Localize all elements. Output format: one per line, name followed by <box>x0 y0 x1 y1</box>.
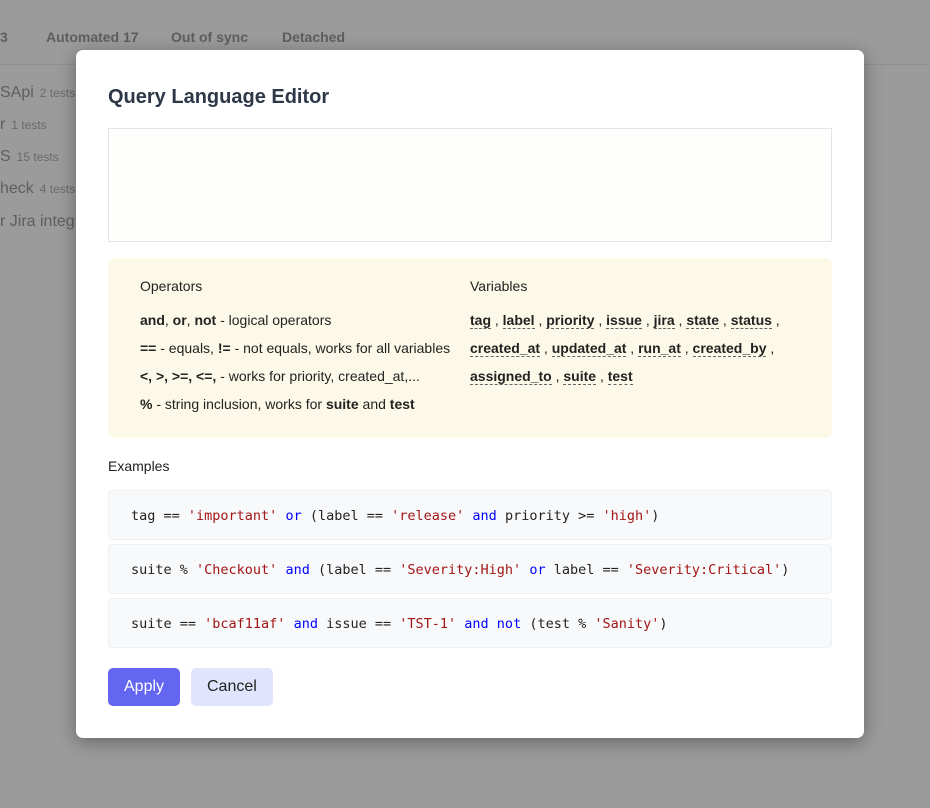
bg-suite-name: r <box>0 116 6 133</box>
variables-heading: Variables <box>470 278 528 294</box>
operator-description: - logical operators <box>216 312 332 328</box>
code-token-plain <box>285 616 293 632</box>
bg-suite-item: S 15 tests <box>0 148 59 166</box>
code-token-plain: issue == <box>317 616 400 632</box>
operator-description: and <box>358 396 390 412</box>
bg-suite-item: r Jira integr <box>0 213 80 231</box>
code-token-str: 'bcaf11af' <box>204 616 286 632</box>
operator-description: - works for priority, created_at,... <box>216 368 420 384</box>
variables-section: Variables tag , label , priority , issue… <box>470 278 780 394</box>
variable-issue[interactable]: issue <box>606 312 642 329</box>
code-token-str: 'Severity:Critical' <box>626 562 782 578</box>
variable-priority[interactable]: priority <box>546 312 595 329</box>
bg-suite-count: 15 tests <box>16 150 59 164</box>
operator-token: or <box>172 312 187 328</box>
bg-suite-count: 1 tests <box>11 118 47 132</box>
bg-suite-name: r Jira integr <box>0 213 81 230</box>
operator-description: - equals, <box>156 340 218 356</box>
bg-suite-count: 2 tests <box>39 86 76 100</box>
operator-row: <, >, >=, <=, - works for priority, crea… <box>140 366 450 394</box>
example-query[interactable]: tag == 'important' or (label == 'release… <box>108 490 832 540</box>
operator-token: == <box>140 340 157 356</box>
variable-row: assigned_to , suite , test <box>470 368 633 385</box>
bg-suite-item: heck 4 tests <box>0 180 75 198</box>
variable-label[interactable]: label <box>502 312 535 329</box>
operator-row: % - string inclusion, works for suite an… <box>140 394 450 422</box>
apply-button[interactable]: Apply <box>108 668 181 706</box>
variable-created_by[interactable]: created_by <box>692 340 767 357</box>
code-token-str: 'high' <box>602 508 652 524</box>
bg-tab: Detached <box>282 29 346 45</box>
bg-suite-name: SApi <box>0 84 34 101</box>
variable-row: tag , label , priority , issue , jira , … <box>470 312 780 329</box>
operator-token: and <box>140 312 165 328</box>
bg-tab: Automated 17 <box>46 29 139 45</box>
operators-heading: Operators <box>140 278 203 294</box>
code-token-plain: label == <box>545 562 627 578</box>
code-token-str: 'TST-1' <box>399 616 457 632</box>
query-language-editor-modal: Query Language Editor Operators and, or,… <box>76 50 864 738</box>
bg-suite-item: r 1 tests <box>0 116 47 134</box>
operator-token: <, >, >=, <=, <box>140 368 217 384</box>
query-editor-input[interactable] <box>108 128 832 242</box>
code-token-plain: ) <box>659 616 668 632</box>
variable-suite[interactable]: suite <box>563 368 597 385</box>
variable-run_at[interactable]: run_at <box>638 340 681 357</box>
bg-suite-name: S <box>0 148 11 165</box>
code-token-str: 'Checkout' <box>196 562 278 578</box>
bg-suite-name: heck <box>0 180 34 197</box>
code-token-str: 'important' <box>187 508 278 524</box>
code-token-plain: suite == <box>131 616 205 632</box>
example-query[interactable]: suite % 'Checkout' and (label == 'Severi… <box>108 544 832 594</box>
code-token-str: 'release' <box>391 508 465 524</box>
operator-description: , <box>164 312 173 328</box>
code-token-str: 'Severity:High' <box>399 562 522 578</box>
operator-token: test <box>389 396 415 412</box>
variable-test[interactable]: test <box>607 368 633 385</box>
operator-token: != <box>217 340 231 356</box>
code-token-kw: and <box>285 562 310 578</box>
operator-token: % <box>140 396 153 412</box>
operator-description: , <box>186 312 195 328</box>
operators-section: Operators and, or, not - logical operato… <box>140 278 450 422</box>
variable-status[interactable]: status <box>730 312 772 329</box>
variable-row: created_at , updated_at , run_at , creat… <box>470 340 775 357</box>
code-token-plain: tag == <box>131 508 188 524</box>
modal-title: Query Language Editor <box>108 86 330 108</box>
bg-tab: 3 <box>0 29 8 45</box>
code-token-plain: ) <box>651 508 660 524</box>
operator-token: suite <box>325 396 359 412</box>
examples-label: Examples <box>108 458 170 474</box>
bg-suite-count: 4 tests <box>39 182 76 196</box>
variable-jira[interactable]: jira <box>653 312 675 329</box>
variable-assigned_to[interactable]: assigned_to <box>470 368 552 385</box>
bg-tab: Out of sync <box>171 29 249 45</box>
example-query[interactable]: suite == 'bcaf11af' and issue == 'TST-1'… <box>108 598 832 648</box>
variable-state[interactable]: state <box>686 312 720 329</box>
code-token-plain: suite % <box>131 562 197 578</box>
cancel-button[interactable]: Cancel <box>191 668 273 706</box>
operator-description: - not equals, works for all variables <box>230 340 451 356</box>
code-token-plain: (label == <box>309 562 400 578</box>
code-token-plain: (test % <box>521 616 595 632</box>
help-panel: Operators and, or, not - logical operato… <box>108 258 832 438</box>
operator-row: and, or, not - logical operators <box>140 310 450 338</box>
code-token-plain: priority >= <box>496 508 603 524</box>
code-token-kw: and <box>472 508 497 524</box>
code-token-kw: and not <box>464 616 522 632</box>
code-token-kw: and <box>293 616 318 632</box>
code-token-kw: or <box>285 508 302 524</box>
variable-updated_at[interactable]: updated_at <box>551 340 627 357</box>
variable-tag[interactable]: tag <box>470 312 491 329</box>
operator-description: - string inclusion, works for <box>152 396 326 412</box>
code-token-plain: (label == <box>301 508 392 524</box>
code-token-kw: or <box>529 562 546 578</box>
operator-token: not <box>194 312 217 328</box>
variable-created_at[interactable]: created_at <box>470 340 541 357</box>
operator-row: == - equals, != - not equals, works for … <box>140 338 450 366</box>
code-token-plain: ) <box>781 562 790 578</box>
bg-suite-item: SApi 2 tests <box>0 84 75 102</box>
code-token-str: 'Sanity' <box>594 616 660 632</box>
